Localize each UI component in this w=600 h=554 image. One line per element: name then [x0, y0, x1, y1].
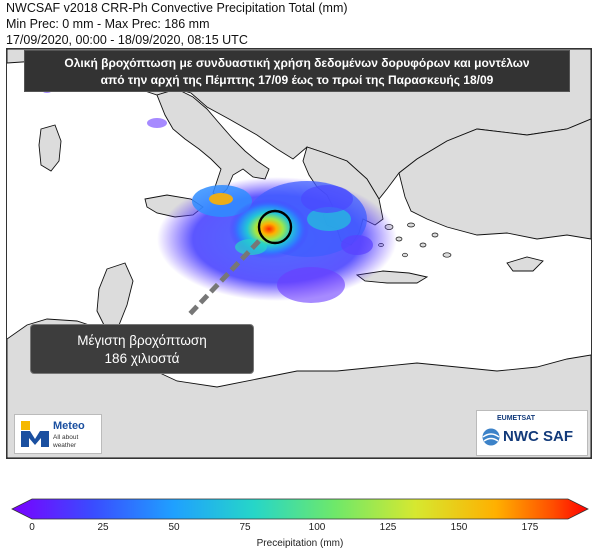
- tick-label: 125: [379, 522, 397, 533]
- banner-line-1: Ολική βροχόπτωση με συνδυαστική χρήση δε…: [64, 56, 530, 70]
- precipitation-field: [41, 85, 397, 353]
- tick-label: 25: [97, 522, 109, 533]
- land-cyprus: [506, 256, 544, 272]
- globe-icon: [482, 428, 500, 446]
- meteo-tagline-1: All about: [53, 434, 79, 441]
- meteo-m-icon: [21, 421, 49, 447]
- banner-line-2: από την αρχή της Πέμπτης 17/09 έως το πρ…: [100, 73, 494, 87]
- tick-label: 75: [239, 522, 251, 533]
- max-precip-callout: Μέγιστη βροχόπτωση 186 χιλιοστά: [30, 324, 254, 374]
- tick-label: 150: [450, 522, 468, 533]
- nwcsaf-label: NWC SAF: [503, 428, 573, 445]
- precip-range: Min Prec: 0 mm - Max Prec: 186 mm: [6, 17, 210, 31]
- tick-label: 50: [168, 522, 180, 533]
- colorbar-title: Preceipitation (mm): [256, 538, 344, 549]
- callout-line-1: Μέγιστη βροχόπτωση: [77, 333, 207, 348]
- land-sardinia: [38, 124, 62, 172]
- callout-pointer: [185, 239, 261, 319]
- eumetsat-label: EUMETSAT: [497, 415, 535, 422]
- tick-label: 175: [521, 522, 539, 533]
- meteo-tagline-2: weather: [53, 442, 77, 449]
- land-turkey: [398, 118, 591, 240]
- callout-line-2: 186 χιλιοστά: [104, 351, 180, 366]
- meteo-logo: Meteo All about weather: [14, 414, 102, 454]
- colorbar: [11, 498, 589, 520]
- time-period: 17/09/2020, 00:00 - 18/09/2020, 08:15 UT…: [6, 33, 248, 47]
- meteo-name: Meteo: [53, 420, 85, 432]
- map-title: NWCSAF v2018 CRR-Ph Convective Precipita…: [6, 1, 348, 15]
- info-banner: Ολική βροχόπτωση με συνδυαστική χρήση δε…: [24, 50, 570, 92]
- nwcsaf-logo: EUMETSAT NWC SAF: [476, 410, 588, 456]
- land-italy: [156, 88, 270, 198]
- tick-label: 100: [308, 522, 326, 533]
- tick-label: 0: [29, 522, 35, 533]
- max-precip-marker: [257, 209, 293, 245]
- precipitation-map: [6, 48, 592, 459]
